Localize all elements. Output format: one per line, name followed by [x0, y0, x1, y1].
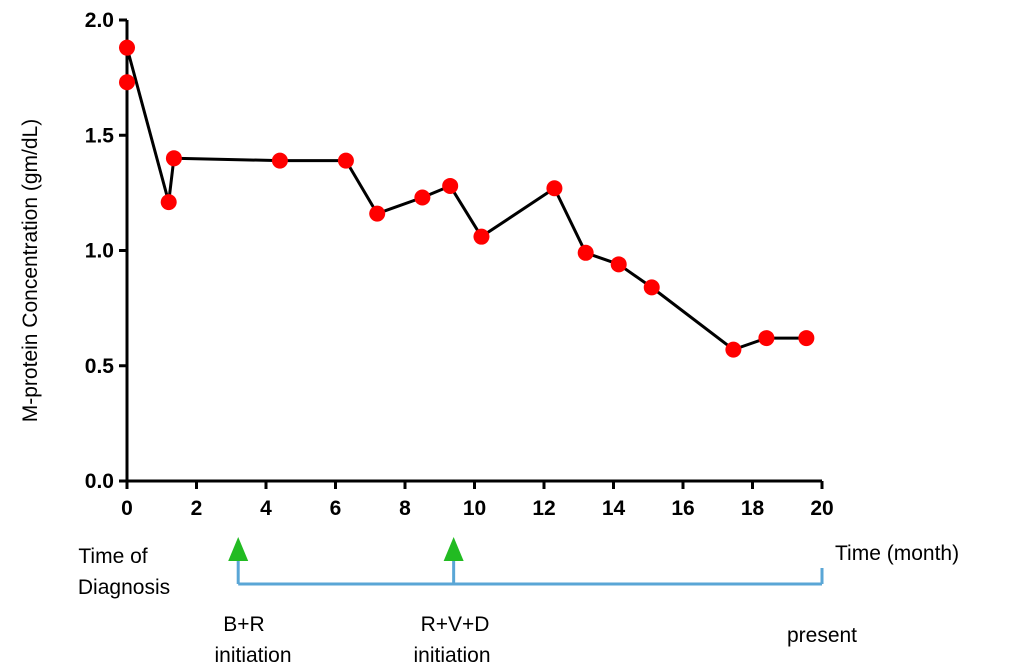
- axes: 0.0 0.5 1.0 1.5 2.0 0 2 4 6 8 10 12 14 16 18 20: [85, 9, 834, 520]
- data-point: [119, 39, 135, 56]
- x-axis-title: Time (month): [835, 542, 959, 565]
- treatment-arrow-icon: [228, 537, 249, 561]
- y-tick-label: 0.5: [85, 355, 115, 378]
- y-tick-label: 0.0: [85, 470, 114, 493]
- data-point: [758, 330, 775, 347]
- treatment-1-label-line1: B+R: [223, 613, 264, 636]
- x-tick-label: 0: [121, 497, 133, 520]
- x-tick-label: 8: [399, 497, 411, 520]
- data-point: [165, 150, 182, 167]
- series-line: [125, 46, 807, 352]
- y-tick-label: 1.0: [85, 240, 114, 263]
- x-tick-label: 6: [330, 497, 342, 520]
- diagnosis-label-line2: Diagnosis: [78, 576, 170, 599]
- y-tick-label: 1.5: [85, 124, 115, 147]
- x-tick-label: 2: [191, 497, 203, 520]
- data-point: [473, 228, 490, 245]
- data-point: [725, 341, 742, 358]
- data-point: [271, 152, 288, 169]
- x-tick-label: 4: [260, 497, 272, 520]
- treatment-1-label-line2: initiation: [214, 644, 291, 667]
- data-point: [414, 189, 431, 206]
- x-tick-label: 18: [741, 497, 765, 520]
- data-point: [369, 205, 386, 222]
- y-tick-label: 2.0: [85, 9, 114, 32]
- x-tick-label: 12: [532, 497, 555, 520]
- diagnosis-label-line1: Time of: [78, 545, 147, 568]
- treatment-2-label-line2: initiation: [413, 644, 490, 667]
- data-point: [643, 279, 660, 296]
- data-point: [798, 330, 815, 347]
- x-tick-label: 14: [602, 497, 626, 520]
- treatment-timeline: [228, 537, 824, 586]
- data-point: [119, 74, 135, 91]
- x-tick-label: 16: [671, 497, 694, 520]
- treatment-2-label-line1: R+V+D: [421, 613, 490, 636]
- present-label: present: [787, 624, 857, 647]
- data-point: [160, 194, 177, 211]
- y-axis-title: M-protein Concentration (gm/dL): [19, 119, 42, 422]
- data-point: [546, 180, 563, 197]
- data-point: [337, 152, 354, 169]
- data-point: [577, 244, 594, 261]
- x-tick-label: 10: [463, 497, 486, 520]
- data-point: [442, 177, 459, 194]
- x-tick-label: 20: [810, 497, 833, 520]
- treatment-arrow-icon: [443, 537, 464, 561]
- data-point: [610, 256, 627, 273]
